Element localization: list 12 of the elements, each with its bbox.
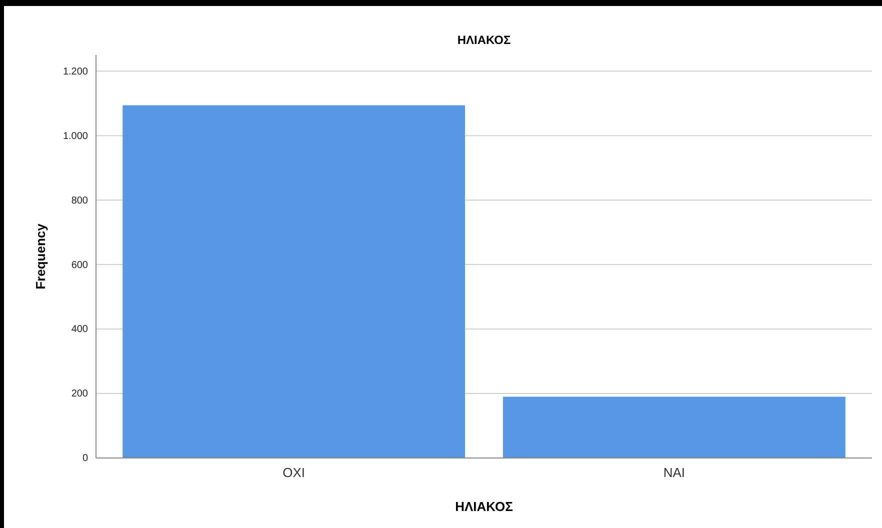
y-tick-label: 400	[71, 324, 88, 336]
y-tick-label: 1.200	[62, 66, 88, 78]
y-axis-title: Frequency	[33, 222, 48, 290]
y-tick-label: 800	[71, 195, 88, 206]
x-tick-label: ΟΧΙ	[282, 465, 306, 480]
x-tick-label: ΝΑΙ	[663, 465, 686, 480]
y-tick-label: 1.000	[62, 130, 88, 142]
y-tick-label: 600	[71, 260, 88, 271]
chart-title: ΗΛΙΑΚΟΣ	[457, 33, 511, 47]
x-axis-title: ΗΛΙΑΚΟΣ	[455, 499, 514, 514]
y-tick-label: 0	[82, 453, 88, 464]
y-tick-label: 200	[71, 388, 88, 400]
